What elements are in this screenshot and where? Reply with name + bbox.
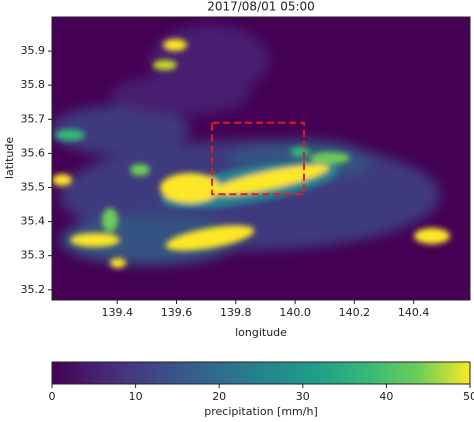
x-tick-label: 139.4 bbox=[101, 306, 133, 319]
x-tick-label: 139.6 bbox=[161, 306, 193, 319]
y-tick-label: 35.4 bbox=[21, 215, 46, 228]
colorbar-label: precipitation [mm/h] bbox=[204, 405, 318, 418]
colorbar bbox=[51, 361, 471, 385]
y-tick-label: 35.6 bbox=[21, 146, 46, 159]
precipitation-field bbox=[52, 17, 470, 300]
y-tick-label: 35.3 bbox=[21, 249, 46, 262]
y-tick-label: 35.8 bbox=[21, 78, 46, 91]
y-tick-label: 35.2 bbox=[21, 283, 46, 296]
y-tick-label: 35.5 bbox=[21, 180, 46, 193]
colorbar-tick-label: 20 bbox=[212, 390, 226, 403]
x-axis-label: longitude bbox=[235, 326, 287, 339]
x-tick-label: 140.2 bbox=[339, 306, 371, 319]
y-tick-label: 35.9 bbox=[21, 44, 46, 57]
colorbar-tick-label: 0 bbox=[49, 390, 56, 403]
x-tick-label: 140.4 bbox=[398, 306, 430, 319]
chart-title: 2017/08/01 05:00 bbox=[207, 0, 315, 14]
colorbar-tick-label: 50 bbox=[463, 390, 474, 403]
region-box bbox=[211, 121, 305, 196]
x-tick-label: 140.0 bbox=[279, 306, 311, 319]
plot-frame bbox=[51, 16, 471, 301]
y-axis-label: latitude bbox=[3, 137, 16, 179]
y-tick-label: 35.7 bbox=[21, 112, 46, 125]
colorbar-tick-label: 40 bbox=[379, 390, 393, 403]
colorbar-tick-label: 30 bbox=[296, 390, 310, 403]
x-tick-label: 139.8 bbox=[220, 306, 252, 319]
colorbar-tick-label: 10 bbox=[129, 390, 143, 403]
